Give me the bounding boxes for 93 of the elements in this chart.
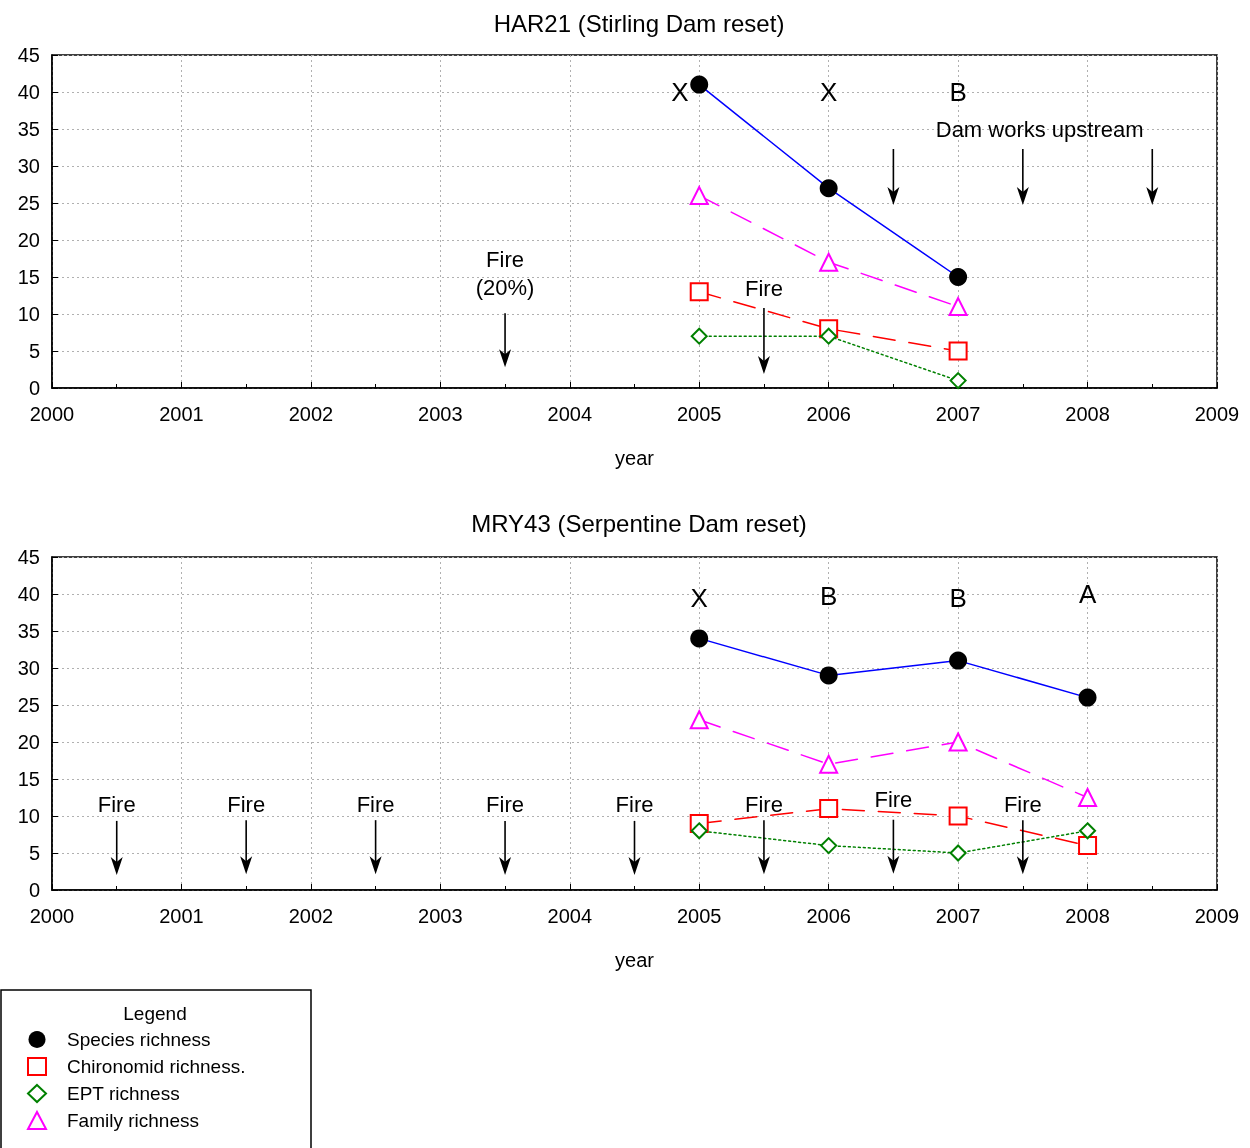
point xyxy=(690,822,708,840)
annotation: X xyxy=(690,582,708,613)
y-tick-label: 0 xyxy=(28,377,40,399)
point xyxy=(819,252,839,272)
annotation: X xyxy=(671,77,689,107)
x-axis-title: year xyxy=(615,447,655,469)
y-tick-label: 30 xyxy=(17,155,40,177)
point xyxy=(820,327,838,345)
x-tick-label: 2005 xyxy=(676,905,722,927)
x-tick-label: 2009 xyxy=(1194,905,1240,927)
point xyxy=(819,799,839,819)
annotation: B xyxy=(819,581,838,612)
x-tick-label: 2003 xyxy=(418,905,463,927)
y-tick-label: 20 xyxy=(17,731,40,753)
y-tick-label: 30 xyxy=(17,657,40,679)
annotation: Fire xyxy=(1003,791,1042,817)
annotation: Fire xyxy=(486,792,524,818)
point xyxy=(948,806,968,826)
annotation: Fire (20%) xyxy=(475,246,535,300)
x-tick-label: 2000 xyxy=(29,403,75,425)
annotation: B xyxy=(949,77,967,107)
y-tick-label: 15 xyxy=(17,768,40,790)
x-tick-label: 2009 xyxy=(1194,403,1240,425)
point xyxy=(689,282,709,302)
x-tick-label: 2003 xyxy=(418,403,463,425)
point xyxy=(949,268,968,286)
y-tick-label: 20 xyxy=(17,229,40,251)
x-tick-label: 2001 xyxy=(159,403,204,425)
point xyxy=(690,327,708,345)
point xyxy=(949,844,967,862)
legend-label: Chironomid richness. xyxy=(67,1056,246,1077)
x-tick-label: 2004 xyxy=(547,403,593,425)
y-tick-label: 25 xyxy=(17,694,40,716)
y-tick-label: 35 xyxy=(17,620,40,642)
x-tick-label: 2001 xyxy=(159,905,204,927)
annotation: Fire xyxy=(97,792,136,818)
legend-label: Family richness xyxy=(67,1110,199,1131)
point xyxy=(948,297,968,317)
point xyxy=(949,651,968,670)
y-tick-label: 40 xyxy=(17,81,40,103)
point xyxy=(819,754,839,774)
point xyxy=(948,341,968,361)
point xyxy=(1079,822,1097,840)
y-tick-label: 45 xyxy=(17,546,40,568)
x-tick-label: 2008 xyxy=(1065,403,1110,425)
x-tick-label: 2006 xyxy=(806,905,851,927)
legend-title: Legend xyxy=(123,1002,187,1024)
x-tick-label: 2004 xyxy=(547,905,593,927)
annotation: X xyxy=(819,77,838,107)
y-tick-label: 5 xyxy=(28,842,40,864)
chart-title: MRY43 (Serpentine Dam reset) xyxy=(471,509,807,537)
y-tick-label: 10 xyxy=(17,303,40,325)
y-tick-label: 15 xyxy=(17,266,40,288)
chart-title: HAR21 (Stirling Dam reset) xyxy=(493,9,785,37)
point xyxy=(819,666,838,685)
x-tick-label: 2007 xyxy=(935,403,981,425)
point xyxy=(949,372,967,390)
y-tick-label: 25 xyxy=(17,192,40,214)
annotation: Fire xyxy=(745,275,783,301)
annotation: Dam works upstream xyxy=(935,116,1144,142)
x-tick-label: 2002 xyxy=(288,905,334,927)
annotation: A xyxy=(1078,579,1097,609)
legend-label: Species richness xyxy=(67,1029,211,1050)
x-tick-label: 2008 xyxy=(1065,905,1110,927)
y-tick-label: 0 xyxy=(28,879,40,901)
annotation: Fire xyxy=(615,792,654,818)
point xyxy=(1078,836,1098,856)
point xyxy=(690,75,709,94)
x-tick-label: 2006 xyxy=(806,403,851,425)
y-tick-label: 35 xyxy=(17,118,40,140)
point xyxy=(689,186,709,206)
point xyxy=(819,179,838,198)
x-tick-label: 2007 xyxy=(935,905,981,927)
x-tick-label: 2000 xyxy=(29,905,75,927)
y-tick-label: 10 xyxy=(17,805,40,827)
annotation: Fire xyxy=(745,791,783,817)
annotation: B xyxy=(949,582,967,613)
point xyxy=(1078,788,1098,807)
point xyxy=(948,732,968,752)
annotation: Fire xyxy=(227,791,266,817)
y-tick-label: 40 xyxy=(17,583,40,605)
annotation: Fire xyxy=(356,791,395,817)
point xyxy=(690,629,709,648)
y-tick-label: 45 xyxy=(17,44,40,66)
x-tick-label: 2002 xyxy=(288,403,334,425)
annotation: Fire xyxy=(874,787,913,813)
point xyxy=(820,837,838,855)
point xyxy=(689,710,709,730)
point xyxy=(1078,688,1097,707)
y-tick-label: 5 xyxy=(28,340,40,362)
legend-label: EPT richness xyxy=(67,1083,180,1104)
x-axis-title: year xyxy=(615,949,655,971)
x-tick-label: 2005 xyxy=(676,403,722,425)
